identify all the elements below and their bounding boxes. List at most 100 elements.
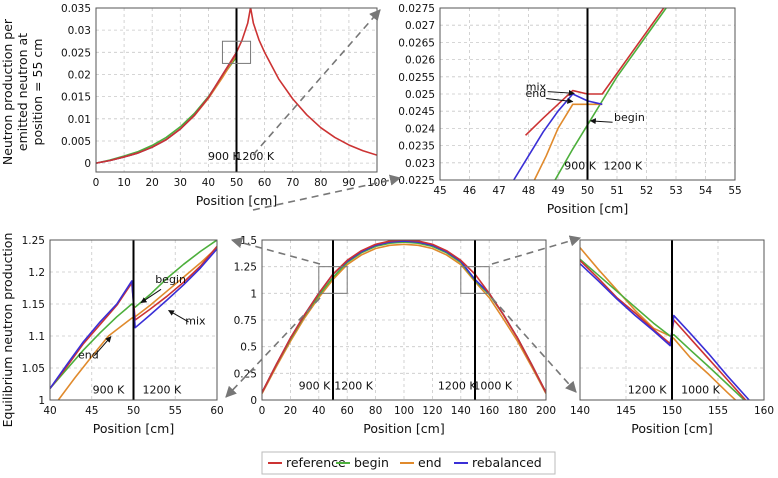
- y-tick-label: 0.01: [68, 114, 91, 126]
- panel-b: 45 46 47 48 49 50 51 52 53 54 55 0.0225 0.023 0.0235 0…: [398, 3, 741, 216]
- x-tick-label: 47: [492, 185, 505, 197]
- legend-item-end: end: [400, 455, 442, 470]
- y-tick-label: 1: [250, 288, 257, 300]
- y-tick-label: 0.0275: [398, 3, 435, 15]
- y-tick-label: 1.25: [234, 262, 257, 274]
- y-tick-label: 1.25: [22, 235, 45, 247]
- annotation-text: 900 K: [93, 384, 125, 397]
- y-tick-label: 0.015: [61, 92, 91, 104]
- plot-frame: [579, 239, 765, 401]
- y-tick-label: 0.0245: [398, 106, 435, 118]
- x-tick-label: 55: [728, 185, 741, 197]
- y-tick-label: 0.0235: [398, 141, 435, 153]
- y-tick-label: 0.024: [405, 123, 435, 135]
- x-tick-label: 80: [369, 405, 382, 417]
- x-tick-label: 90: [342, 177, 355, 189]
- series-rebalanced: [96, 52, 238, 164]
- annotation-text: 1200 K: [604, 159, 643, 172]
- y-tick-label: 0.027: [405, 20, 435, 32]
- y-tick-label: 0.0255: [398, 72, 435, 84]
- y-tick-label: 1.15: [22, 299, 45, 311]
- legend-item-begin: begin: [336, 455, 389, 470]
- y-label-bottom: Equilibrium neutron production: [0, 233, 15, 428]
- x-tick-label: 60: [341, 405, 354, 417]
- y-tick-label: 0.03: [68, 25, 91, 37]
- annotation-text: begin: [614, 111, 645, 124]
- panel-c: 40 45 50 55 60 1 1.05 1.1 1.15 1.2 1.25 900 K 1200 K…: [22, 235, 224, 436]
- zoom-box: [460, 266, 490, 294]
- annotation-text: 1200 K: [235, 150, 274, 163]
- series-rebalanced: [580, 263, 751, 400]
- plot-frame: [439, 7, 736, 181]
- x-tick-label: 10: [117, 177, 130, 189]
- y-tick-label: 0.0225: [398, 175, 435, 187]
- series-end: [96, 54, 238, 164]
- x-tick-label: 50: [127, 405, 140, 417]
- x-axis-label: Position [cm]: [196, 193, 277, 208]
- y-tick-label: 0: [250, 395, 257, 407]
- x-tick-label: 30: [174, 177, 187, 189]
- series-begin: [580, 258, 746, 400]
- y-label-top-line-3: position = 55 cm: [30, 39, 45, 146]
- x-tick-label: 46: [463, 185, 477, 197]
- y-tick-label: 1.2: [28, 267, 45, 279]
- x-tick-label: 200: [536, 405, 556, 417]
- zoom-box: [221, 40, 252, 64]
- series-reference: [96, 8, 377, 164]
- y-tick-label: 0.025: [61, 47, 91, 59]
- x-tick-label: 60: [258, 177, 271, 189]
- x-tick-label: 0: [93, 177, 100, 189]
- annotation-arrow: [140, 288, 162, 304]
- x-axis-label: Position [cm]: [631, 421, 712, 436]
- annotation-text: mix: [526, 80, 547, 93]
- plot-frame: [49, 239, 218, 401]
- series-begin: [554, 8, 668, 180]
- annotation-text: 900 K: [299, 379, 331, 392]
- x-tick-label: 51: [610, 185, 623, 197]
- x-tick-label: 40: [312, 405, 325, 417]
- y-tick-label: 0.035: [61, 3, 91, 15]
- x-tick-label: 140: [451, 405, 471, 417]
- y-tick-label: 0.25: [234, 368, 257, 380]
- x-tick-label: 55: [169, 405, 182, 417]
- x-tick-label: 48: [522, 185, 535, 197]
- series-group: [96, 8, 377, 164]
- x-tick-label: 52: [640, 185, 653, 197]
- panel-a: 0 10 20 30 40 50 60 70 80 90 10000.0050.010.0150.0…: [61, 3, 387, 208]
- series-group: [262, 240, 546, 394]
- annotation-text: 1200 K: [438, 379, 477, 392]
- x-tick-label: 150: [662, 405, 682, 417]
- panels: 0 10 20 30 40 50 60 70 80 90 10000.0050.010.0150.0…: [22, 3, 774, 436]
- connector-d-e-top: [491, 235, 582, 265]
- series-end: [262, 243, 546, 394]
- y-tick-label: 0: [84, 158, 91, 170]
- series-group: [580, 247, 751, 400]
- annotation-arrow: [93, 336, 112, 357]
- connector-d-c-top: [230, 237, 321, 265]
- zoom-box: [318, 266, 348, 294]
- x-tick-label: 140: [570, 405, 590, 417]
- x-tick-label: 45: [85, 405, 98, 417]
- legend-label: rebalanced: [472, 455, 542, 470]
- x-tick-label: 80: [314, 177, 327, 189]
- x-tick-label: 160: [479, 405, 499, 417]
- y-tick-label: 0.0265: [398, 37, 435, 49]
- x-axis-label: Position [cm]: [93, 421, 174, 436]
- y-tick-label: 0.75: [234, 315, 257, 327]
- legend-label: reference: [286, 455, 346, 470]
- annotation-text: 1200 K: [143, 384, 182, 397]
- y-tick-label: 0.025: [405, 89, 435, 101]
- annotation-text: end: [78, 348, 99, 361]
- x-tick-label: 20: [146, 177, 159, 189]
- x-tick-label: 20: [284, 405, 297, 417]
- annotation-arrow: [589, 118, 613, 125]
- plot-frame: [95, 7, 378, 173]
- y-tick-label: 0.026: [405, 55, 435, 67]
- x-tick-label: 50: [230, 177, 243, 189]
- annotation-text: end: [526, 87, 547, 100]
- annotation-text: begin: [155, 273, 186, 286]
- series-end: [580, 247, 737, 400]
- legend-item-reference: reference: [268, 455, 346, 470]
- y-label-top-line-2: emitted neutron at: [15, 33, 30, 151]
- connector-d-e-bottom: [491, 297, 577, 393]
